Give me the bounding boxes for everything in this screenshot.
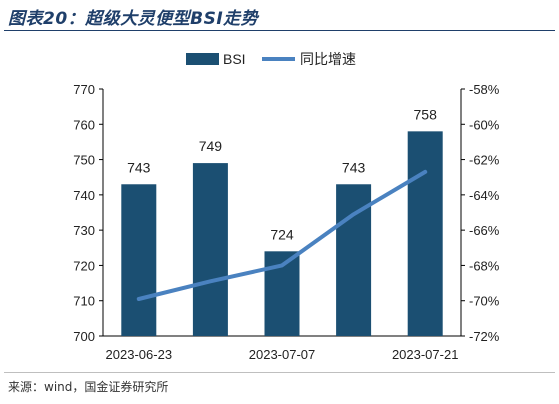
title-divider (4, 30, 555, 31)
source-divider (4, 372, 555, 373)
x-tick-label: 2023-07-21 (392, 347, 459, 362)
tick-labels: 700 710 720 730 740 750 760 770 -72% -70% -68% -66%… (73, 82, 499, 362)
bar-data-label: 743 (127, 159, 151, 175)
bar-bsi (192, 163, 228, 336)
y-left-tick-label: 760 (73, 117, 95, 132)
line-yoy-path (136, 169, 428, 301)
legend-label-yoy: 同比增速 (300, 51, 356, 67)
source-note: 来源：wind，国金证券研究所 (8, 380, 169, 394)
y-right-tick-label: -70% (469, 294, 500, 309)
y-right-tick-label: -72% (469, 329, 500, 344)
y-right-tick-label: -66% (469, 223, 500, 238)
y-left-tick-label: 700 (73, 329, 95, 344)
legend-swatch-bsi (186, 53, 219, 65)
x-tick-label: 2023-06-23 (106, 347, 173, 362)
y-left-tick-label: 750 (73, 153, 95, 168)
bar-data-labels: 743 749 724 743 758 (127, 106, 437, 242)
y-right-tick-label: -64% (469, 188, 500, 203)
bar-data-label: 743 (342, 159, 366, 175)
y-left-tick-label: 710 (73, 294, 95, 309)
bar-data-label: 758 (414, 106, 438, 122)
y-right-tick-label: -60% (469, 117, 500, 132)
bar-bsi (407, 131, 443, 336)
legend: BSI 同比增速 (186, 51, 356, 67)
figure-title: 图表20：超级大灵便型BSI走势 (8, 9, 259, 29)
y-right-tick-label: -58% (469, 82, 500, 97)
line-series-yoy (136, 169, 428, 301)
legend-label-bsi: BSI (223, 51, 246, 67)
y-left-tick-label: 770 (73, 82, 95, 97)
y-left-tick-label: 730 (73, 223, 95, 238)
y-left-tick-label: 720 (73, 258, 95, 273)
bar-data-label: 724 (270, 226, 294, 242)
bar-series-bsi (121, 131, 443, 336)
bar-data-label: 749 (199, 138, 223, 154)
y-right-tick-label: -62% (469, 153, 500, 168)
y-left-tick-label: 740 (73, 188, 95, 203)
bar-bsi (121, 184, 157, 336)
x-tick-label: 2023-07-07 (249, 347, 316, 362)
y-right-tick-label: -68% (469, 258, 500, 273)
